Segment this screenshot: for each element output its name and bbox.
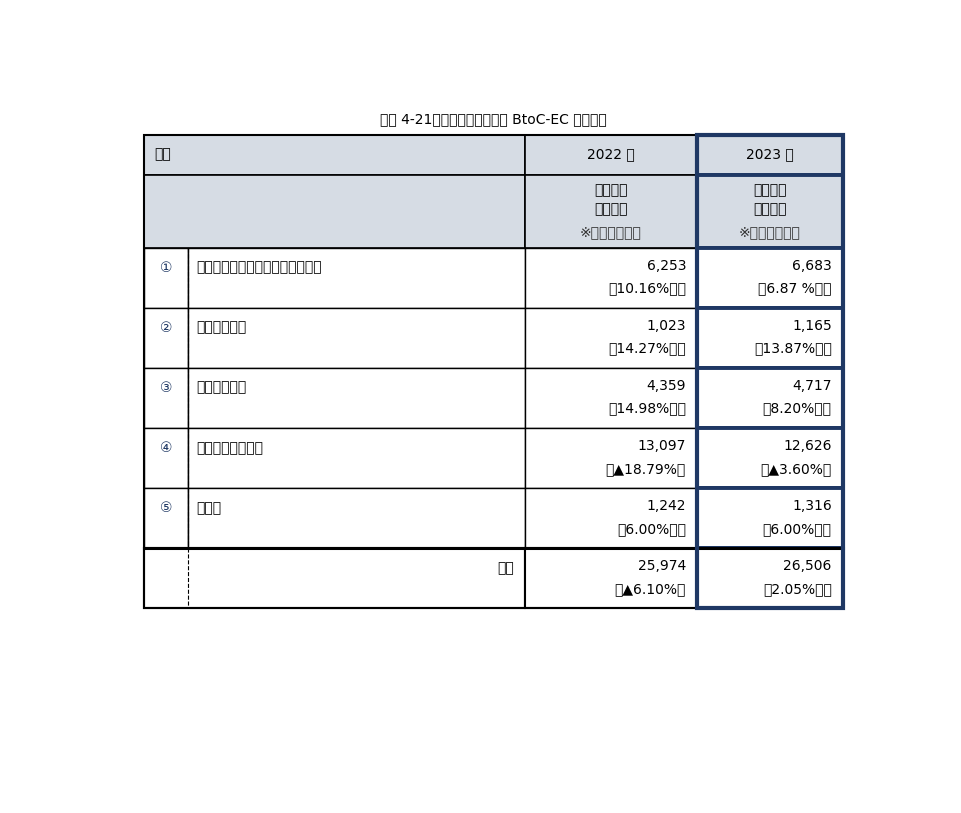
Text: ①: ① (160, 260, 172, 275)
Text: 4,359: 4,359 (646, 379, 685, 393)
Text: ③: ③ (160, 380, 172, 394)
Text: （13.87%増）: （13.87%増） (753, 341, 831, 355)
Text: 1,165: 1,165 (791, 319, 831, 333)
Text: 13,097: 13,097 (637, 439, 685, 453)
Text: ※下段：前年比: ※下段：前年比 (738, 225, 800, 239)
Text: 12,626: 12,626 (782, 439, 831, 453)
Bar (143, 308, 188, 367)
Bar (188, 367, 525, 428)
Text: 有料動画配信: 有料動画配信 (196, 380, 246, 394)
Bar (143, 134, 842, 608)
Bar (143, 488, 188, 548)
Bar (188, 488, 525, 548)
Bar (696, 488, 842, 548)
Bar (696, 548, 842, 608)
Bar (143, 367, 188, 428)
Text: （▲18.79%）: （▲18.79%） (605, 462, 685, 476)
Text: 有料音楽配信: 有料音楽配信 (196, 320, 246, 335)
Bar (525, 134, 696, 175)
Bar (696, 308, 842, 367)
Text: 市場規模: 市場規模 (752, 183, 786, 197)
Text: （2.05%増）: （2.05%増） (762, 582, 831, 596)
Text: オンラインゲーム: オンラインゲーム (196, 441, 263, 454)
Text: ④: ④ (160, 441, 172, 454)
Text: 1,316: 1,316 (791, 499, 831, 513)
Bar (525, 308, 696, 367)
Bar (143, 248, 188, 308)
Text: 2023 年: 2023 年 (745, 147, 793, 162)
Text: 1,023: 1,023 (646, 319, 685, 333)
Text: （8.20%増）: （8.20%増） (762, 402, 831, 415)
Text: ※下段：前年比: ※下段：前年比 (579, 225, 641, 239)
Bar (525, 248, 696, 308)
Text: 25,974: 25,974 (637, 559, 685, 573)
Bar (188, 428, 525, 488)
Text: その他: その他 (196, 501, 221, 515)
Text: 電子出版（電子書籍・電子雑誌）: 電子出版（電子書籍・電子雑誌） (196, 260, 322, 275)
Bar (696, 367, 842, 428)
Bar (696, 175, 842, 248)
Bar (525, 548, 696, 608)
Text: ⑤: ⑤ (160, 501, 172, 515)
Text: （億円）: （億円） (594, 202, 627, 216)
Text: （6.00%増）: （6.00%増） (762, 522, 831, 536)
Text: （10.16%増）: （10.16%増） (607, 281, 685, 296)
Bar (525, 488, 696, 548)
Text: 4,717: 4,717 (791, 379, 831, 393)
Text: 市場規模: 市場規模 (594, 183, 627, 197)
Text: （▲6.10%）: （▲6.10%） (614, 582, 685, 596)
Text: ②: ② (160, 320, 172, 335)
Text: 分類: 分類 (154, 147, 171, 162)
Text: （▲3.60%）: （▲3.60%） (759, 462, 831, 476)
Bar (188, 308, 525, 367)
Text: 1,242: 1,242 (646, 499, 685, 513)
Text: （14.98%増）: （14.98%増） (607, 402, 685, 415)
Text: 6,683: 6,683 (791, 259, 831, 272)
Text: 合計: 合計 (497, 561, 513, 575)
Bar (696, 134, 842, 608)
Bar (696, 134, 842, 175)
Text: （6.00%増）: （6.00%増） (616, 522, 685, 536)
Bar (143, 175, 525, 248)
Bar (525, 175, 696, 248)
Text: （6.87 %増）: （6.87 %増） (757, 281, 831, 296)
Text: 図表 4-21：デジタル系分野の BtoC-EC 市場規模: 図表 4-21：デジタル系分野の BtoC-EC 市場規模 (380, 112, 605, 126)
Bar (188, 248, 525, 308)
Bar (525, 428, 696, 488)
Text: （億円）: （億円） (752, 202, 786, 216)
Text: （14.27%増）: （14.27%増） (607, 341, 685, 355)
Bar (696, 248, 842, 308)
Text: 6,253: 6,253 (646, 259, 685, 272)
Text: 2022 年: 2022 年 (586, 147, 634, 162)
Text: 26,506: 26,506 (782, 559, 831, 573)
Bar (143, 134, 525, 175)
Bar (143, 428, 188, 488)
Bar (143, 548, 525, 608)
Bar (696, 428, 842, 488)
Bar (525, 367, 696, 428)
